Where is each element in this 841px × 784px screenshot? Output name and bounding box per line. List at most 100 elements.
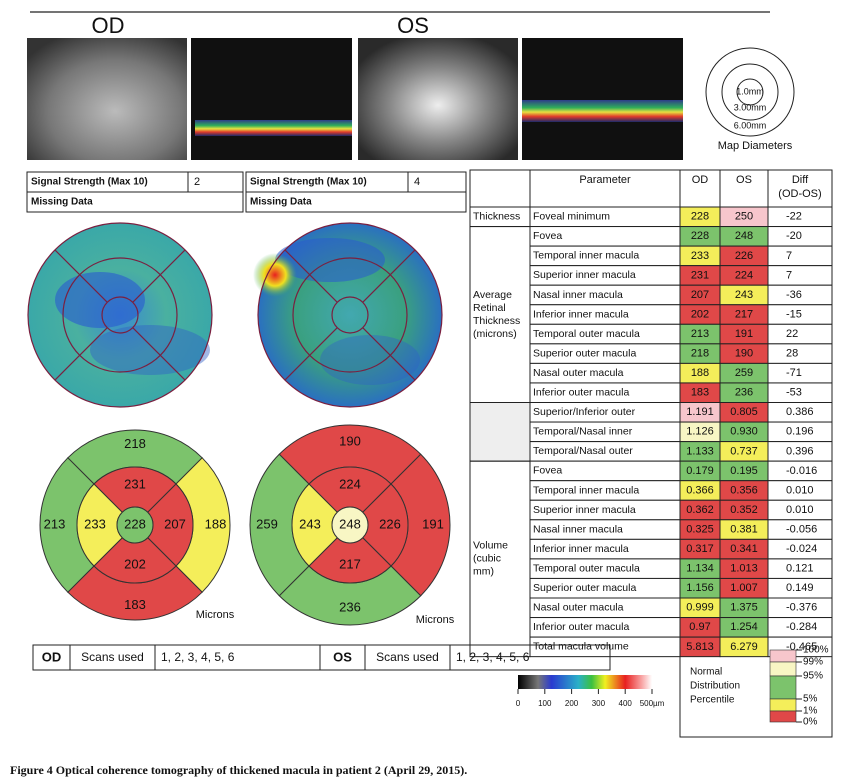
legend-title: Percentile <box>690 695 735 706</box>
od-value: 1.156 <box>686 582 714 594</box>
thickness-blob <box>275 238 385 282</box>
parameter: Fovea <box>533 465 562 477</box>
thickness-blob <box>90 325 210 375</box>
legend-swatch <box>769 661 797 677</box>
legend-swatch <box>769 675 797 700</box>
os-value: 6.279 <box>730 641 758 653</box>
unit-label: Microns <box>196 609 235 621</box>
table-header-cell: (OD-OS) <box>778 188 821 200</box>
legend-tick-label: 0% <box>803 717 818 728</box>
os-value: 0.381 <box>730 523 758 535</box>
group-cell <box>469 460 531 658</box>
unit-label: Microns <box>416 614 455 626</box>
parameter: Superior/Inferior outer <box>533 406 636 418</box>
diameter-ring <box>736 78 764 106</box>
sector-value: 191 <box>422 516 444 531</box>
diff-value: -36 <box>786 289 802 301</box>
diff-value: 0.121 <box>786 563 814 575</box>
map-grid-spoke <box>362 327 416 381</box>
map-grid-spoke <box>284 249 338 303</box>
sector <box>331 506 369 544</box>
os-value: 0.930 <box>730 426 758 438</box>
thickness-blob <box>253 253 297 297</box>
sector-value: 224 <box>339 476 361 491</box>
parameter: Nasal outer macula <box>533 602 624 614</box>
diff-value: -0.376 <box>786 602 817 614</box>
sector-value: 226 <box>379 516 401 531</box>
scans-eye: OD <box>42 649 62 664</box>
caption: Figure 4 Optical coherence tomography of… <box>10 763 467 777</box>
od-value: 0.97 <box>689 621 710 633</box>
legend-swatch <box>769 649 797 663</box>
od-value: 207 <box>691 289 709 301</box>
os-value: 1.013 <box>730 563 758 575</box>
table-header-cell: Parameter <box>579 174 631 186</box>
parameter: Nasal inner macula <box>533 289 623 301</box>
sector-value: 259 <box>256 516 278 531</box>
diff-value: 7 <box>786 250 792 262</box>
od-value: 228 <box>691 211 709 223</box>
fundus-image <box>358 38 518 160</box>
diff-value: 28 <box>786 348 798 360</box>
parameter: Temporal outer macula <box>533 562 640 574</box>
os-value: 226 <box>735 250 753 262</box>
os-value: 259 <box>735 367 753 379</box>
legend-tick-label: 1% <box>803 706 818 717</box>
parameter: Inferior outer macula <box>533 621 629 633</box>
table-cell <box>767 343 833 364</box>
scale-tick-label: 100 <box>538 699 552 708</box>
group-label: Retinal <box>473 302 506 314</box>
table-cell <box>767 323 833 345</box>
od-value: 0.179 <box>686 465 714 477</box>
od-value: 228 <box>691 230 709 242</box>
os-value: 250 <box>735 211 753 223</box>
diameter-title: Map Diameters <box>718 140 793 152</box>
diameter-ring <box>721 63 779 121</box>
od-value: 218 <box>691 348 709 360</box>
diff-value: 0.010 <box>786 504 814 516</box>
sector-value: 231 <box>124 476 146 491</box>
sector-value: 213 <box>44 516 66 531</box>
table-cell <box>767 265 833 286</box>
scale-tick-label: 0 <box>516 699 521 708</box>
parameter: Inferior inner macula <box>533 543 629 555</box>
sector-value: 218 <box>124 436 146 451</box>
color-scale-bar <box>518 675 652 689</box>
parameter: Inferior outer macula <box>533 387 629 399</box>
scale-tick-label: 200 <box>565 699 579 708</box>
sector-value: 248 <box>339 516 361 531</box>
missing-data: Missing Data <box>31 197 93 208</box>
os-value: 0.356 <box>730 484 758 496</box>
parameter: Temporal inner macula <box>533 250 639 262</box>
scans-label: Scans used <box>81 650 144 664</box>
parameter: Total macula volume <box>533 641 629 653</box>
scale-tick-label: 300 <box>592 699 606 708</box>
od-value: 183 <box>691 387 709 399</box>
os-value: 0.341 <box>730 543 758 555</box>
os-value: 0.195 <box>730 465 758 477</box>
sector-value: 202 <box>124 556 146 571</box>
legend-swatch <box>769 710 797 723</box>
od-value: 233 <box>691 250 709 262</box>
sector-value: 233 <box>84 516 106 531</box>
scale-tick-label: 500µm <box>640 699 665 708</box>
os-value: 191 <box>735 328 753 340</box>
map-grid-ring <box>27 222 213 408</box>
group-label: Thickness <box>473 211 520 223</box>
os-value: 190 <box>735 348 753 360</box>
group-cell <box>469 402 531 462</box>
map-grid-spoke <box>132 249 186 303</box>
parameter: Temporal/Nasal outer <box>533 445 633 457</box>
map-grid-ring <box>292 257 408 373</box>
group-label: Volume <box>473 540 508 552</box>
sector-value: 188 <box>205 516 227 531</box>
legend-tick-label: 100% <box>803 645 829 656</box>
parameter: Temporal/Nasal inner <box>533 426 633 438</box>
map-grid-ring <box>101 296 139 334</box>
eye-label: OD <box>92 13 125 38</box>
map-grid-ring <box>257 222 443 408</box>
scans-box <box>32 644 611 671</box>
scans-label: Scans used <box>376 650 439 664</box>
group-label: mm) <box>473 566 494 578</box>
